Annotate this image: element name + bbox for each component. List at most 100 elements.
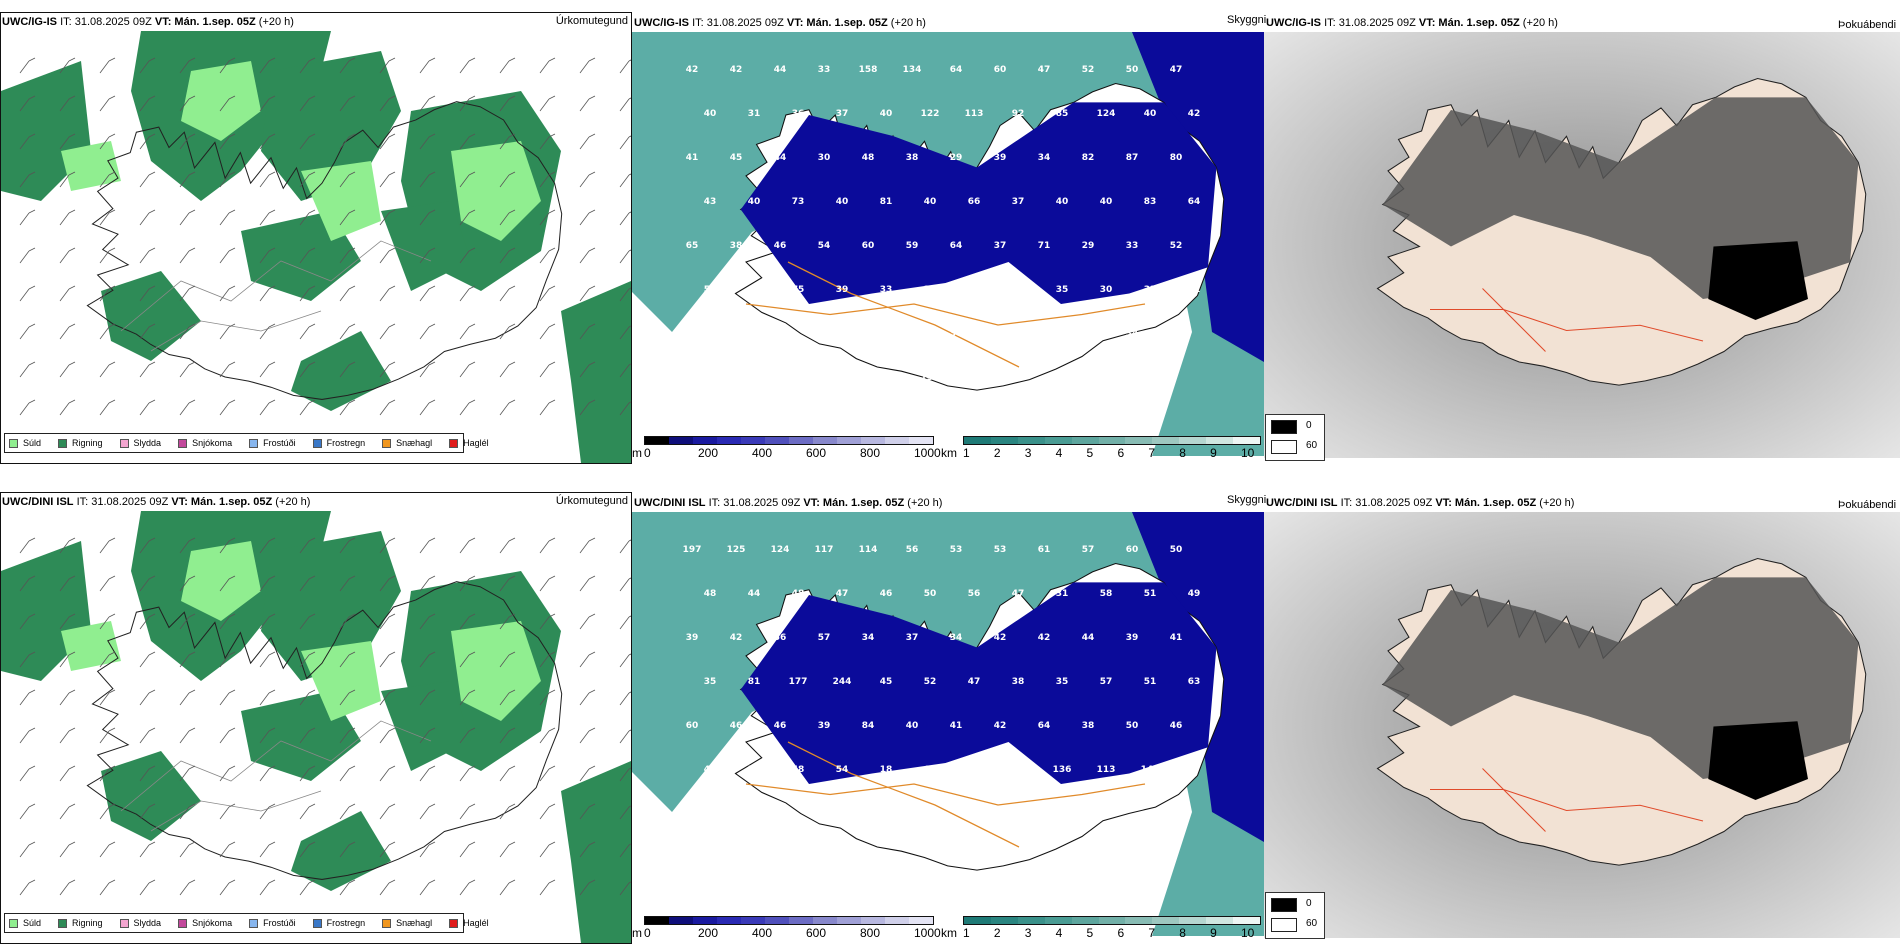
wind-barb [419, 879, 436, 896]
wind-barb [299, 613, 316, 630]
visibility-label: 39 [730, 329, 743, 339]
wind-barb [499, 613, 516, 630]
wind-barb [379, 765, 396, 782]
colorbar-tick: 2 [993, 446, 1001, 460]
wind-barb [579, 537, 596, 554]
rain-area [101, 751, 201, 841]
visibility-panel-2: UWC/DINI ISL IT: 31.08.2025 09Z VT: Mán.… [632, 494, 1264, 944]
colorbar-tick: 200 [698, 446, 719, 460]
wind-barb [59, 361, 76, 378]
visibility-label: 30 [1100, 285, 1113, 295]
visibility-label: 42 [1188, 109, 1201, 119]
visibility-label: 61 [1038, 545, 1051, 555]
visibility-label: 48 [862, 153, 875, 163]
visibility-label: 64 [950, 65, 963, 75]
fog-index-min [1708, 241, 1808, 320]
wind-barb [459, 399, 476, 416]
fog-legend: 0 60 [1265, 414, 1325, 461]
wind-barb [539, 95, 556, 112]
colorbar-tick: 10 [1241, 926, 1255, 940]
wind-barb [259, 765, 276, 782]
wind-barb [259, 575, 276, 592]
wind-barb [179, 361, 196, 378]
wind-barb [259, 689, 276, 706]
visibility-map: 42 42 44 33 158 134 64 60 47 52 50 47 40 31 36 37 40 122 1… [632, 32, 1264, 456]
legend-swatch [178, 438, 188, 448]
visibility-label: 60 [1126, 545, 1139, 555]
visibility-label: 46 [774, 721, 787, 731]
wind-barb [459, 613, 476, 630]
visibility-label: 31 [1056, 589, 1069, 599]
colorbar-tick: 5 [1086, 446, 1094, 460]
wind-barb [539, 575, 556, 592]
wind-barb [499, 803, 516, 820]
legend-swatch [58, 918, 68, 928]
wind-barb [259, 613, 276, 630]
wind-barb [579, 765, 596, 782]
wind-barb [539, 651, 556, 668]
visibility-label: 48 [704, 589, 717, 599]
visibility-label: 40 [704, 765, 717, 775]
visibility-label: 68 [748, 285, 761, 295]
wind-barb [99, 727, 116, 744]
wind-barb [419, 171, 436, 188]
visibility-label: 80 [818, 329, 831, 339]
wind-barb [579, 209, 596, 226]
wind-barb [59, 765, 76, 782]
wind-barb [19, 613, 36, 630]
wind-barb [219, 361, 236, 378]
wind-barb [499, 95, 516, 112]
visibility-label: 48 [792, 589, 805, 599]
visibility-label: 40 [880, 109, 893, 119]
wind-barb [539, 841, 556, 858]
visibility-label: 30 [818, 153, 831, 163]
wind-barb [179, 399, 196, 416]
wind-barb [179, 57, 196, 74]
wind-barb [299, 399, 316, 416]
colorbar-tick: 3 [1024, 926, 1032, 940]
visibility-label: 71 [1038, 241, 1051, 251]
wind-barb [379, 727, 396, 744]
legend-label: Frostúði [263, 918, 296, 928]
legend-item: Snjókoma [178, 918, 232, 928]
wind-barb [19, 803, 36, 820]
visibility-label: 182 [965, 373, 984, 383]
wind-barb [579, 323, 596, 340]
visibility-label: 57 [1100, 677, 1113, 687]
visibility-label: 44 [748, 589, 761, 599]
visibility-label: 34 [1126, 329, 1139, 339]
rain-area [381, 201, 471, 291]
colorbar-ramp [963, 436, 1261, 445]
wind-barb [459, 57, 476, 74]
wind-barb [619, 577, 631, 592]
wind-barb [419, 323, 436, 340]
panel-header: UWC/DINI ISL IT: 31.08.2025 09Z VT: Mán.… [1266, 497, 1575, 509]
wind-barb [499, 727, 516, 744]
wind-barb [419, 95, 436, 112]
wind-barb [619, 135, 631, 150]
wind-barb [539, 57, 556, 74]
wind-barb [219, 651, 236, 668]
wind-barb [259, 361, 276, 378]
visibility-colorbar: km 1 2 3 4 5 6 7 8 9 10 [941, 916, 1263, 944]
wind-barb [139, 537, 156, 554]
wind-barb [219, 689, 236, 706]
wind-barb [539, 765, 556, 782]
visibility-label: 38 [730, 241, 743, 251]
visibility-label: 47 [1012, 589, 1025, 599]
wind-barb [59, 209, 76, 226]
visibility-colorbar: km 1 2 3 4 5 6 7 8 9 10 [941, 436, 1263, 464]
legend-swatch [312, 438, 322, 448]
visibility-label: 37 [1012, 197, 1025, 207]
wind-barb [19, 537, 36, 554]
legend-swatch [249, 918, 259, 928]
wind-barb [139, 727, 156, 744]
wind-barb [379, 171, 396, 188]
wind-barb [419, 209, 436, 226]
fog-legend-label: 60 [1306, 440, 1318, 451]
wind-barb [539, 133, 556, 150]
wind-barb [459, 689, 476, 706]
visibility-label: 35 [704, 677, 717, 687]
fog-legend: 0 60 [1265, 892, 1325, 939]
visibility-label: 31 [686, 329, 699, 339]
